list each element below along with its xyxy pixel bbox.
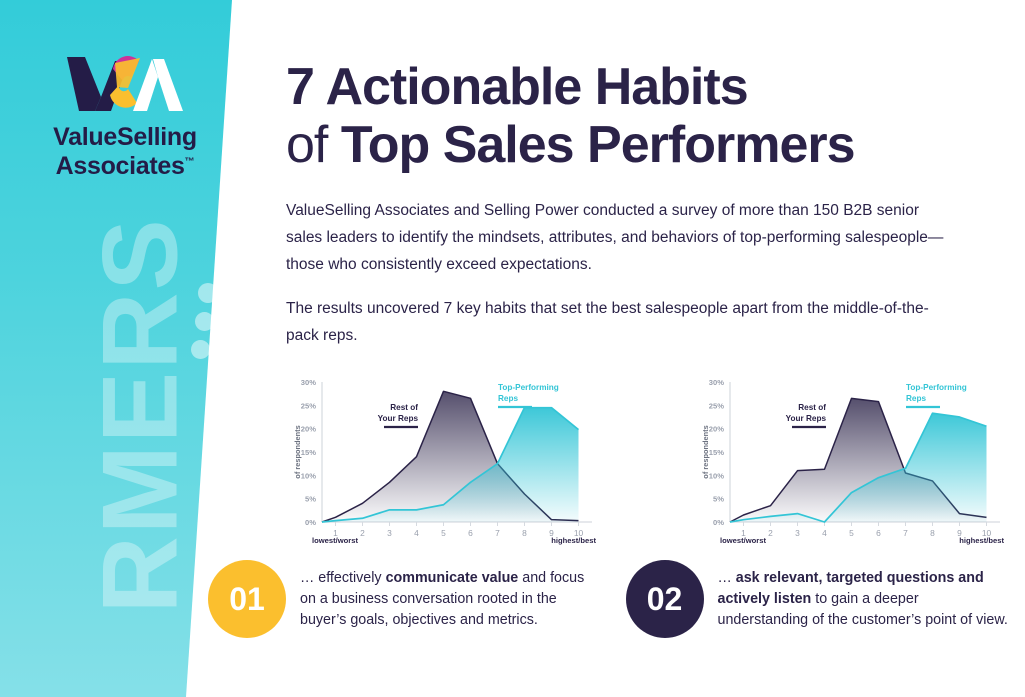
svg-text:25%: 25%: [709, 401, 724, 410]
charts-row: 0% 5% 10% 15% 20% 25% 30% of respondents 1 2 3 4 5 6 7…: [286, 372, 1006, 557]
intro-paragraph-1: ValueSelling Associates and Selling Powe…: [286, 202, 944, 273]
decorative-dot-icon: [195, 312, 214, 331]
svg-text:15%: 15%: [301, 448, 316, 457]
svg-text:30%: 30%: [709, 378, 724, 387]
svg-text:8: 8: [930, 528, 935, 538]
x-axis-low-label: lowest/worst: [720, 536, 766, 545]
svg-text:of respondents: of respondents: [293, 425, 302, 478]
title-of-word: of: [286, 116, 341, 175]
caption-suffix: to gain a deeper understanding of the cu…: [717, 590, 1008, 628]
svg-text:Rest of: Rest of: [798, 403, 826, 412]
svg-text:Top-Performing: Top-Performing: [906, 383, 967, 392]
title-bold-part: Top Sales Performers: [340, 116, 856, 175]
chart-svg-1: 0% 5% 10% 15% 20% 25% 30% of respondents 1 2 3 4 5 6 7…: [293, 378, 592, 538]
title-line-2: of Top Sales Performers: [286, 116, 1006, 174]
caption-highlight: ask relevant, targeted questions and act…: [717, 570, 984, 607]
svg-text:9: 9: [957, 528, 962, 538]
caption-prefix: … effectively: [300, 570, 386, 586]
svg-text:of respondents: of respondents: [701, 425, 710, 478]
caption-item-01: 01 … effectively communicate value and f…: [208, 560, 591, 638]
svg-text:3: 3: [795, 528, 800, 538]
logo-wordmark-line1: ValueSelling: [53, 123, 197, 151]
svg-text:5: 5: [441, 528, 446, 538]
captions-row: 01 … effectively communicate value and f…: [208, 560, 1008, 638]
svg-text:4: 4: [414, 528, 419, 538]
svg-text:2: 2: [360, 528, 365, 538]
svg-text:Reps: Reps: [906, 394, 926, 403]
svg-text:15%: 15%: [709, 448, 724, 457]
svg-text:7: 7: [495, 528, 500, 538]
left-decorative-panel: RMERS: [0, 0, 250, 697]
svg-text:5%: 5%: [305, 495, 316, 504]
svg-text:4: 4: [822, 528, 827, 538]
x-axis-high-label: highest/best: [551, 536, 596, 545]
svg-text:Your Reps: Your Reps: [378, 414, 419, 423]
svg-text:Top-Performing: Top-Performing: [498, 383, 559, 392]
svg-text:10: 10: [982, 528, 992, 538]
svg-text:10: 10: [574, 528, 584, 538]
svg-text:7: 7: [903, 528, 908, 538]
svg-text:Reps: Reps: [498, 394, 518, 403]
decorative-dot-icon: [198, 283, 218, 303]
caption-item-02: 02 … ask relevant, targeted questions an…: [625, 560, 1009, 638]
svg-text:5%: 5%: [713, 495, 724, 504]
caption-number-badge: 02: [625, 560, 704, 638]
brand-logo: ValueSelling Associates™: [30, 55, 220, 180]
chart-svg-2: 0% 5% 10% 15% 20% 25% 30% of respondents 1 2 3 4 5 6 7…: [701, 378, 1000, 538]
chart-habit-01: 0% 5% 10% 15% 20% 25% 30% of respondents 1 2 3 4 5 6 7…: [286, 372, 598, 557]
decorative-dot-icon: [191, 340, 210, 359]
svg-text:Your Reps: Your Reps: [786, 414, 827, 423]
svg-text:0%: 0%: [305, 518, 316, 527]
teal-gradient-shape: [0, 0, 232, 697]
logo-wordmark-line2: Associates™: [55, 151, 195, 180]
svg-text:6: 6: [876, 528, 881, 538]
svg-text:2: 2: [768, 528, 773, 538]
svg-text:1: 1: [741, 528, 746, 538]
svg-text:3: 3: [387, 528, 392, 538]
intro-copy: ValueSelling Associates and Selling Powe…: [286, 198, 946, 349]
svg-text:9: 9: [549, 528, 554, 538]
main-content: 7 Actionable Habits of Top Sales Perform…: [208, 0, 1008, 697]
caption-prefix: …: [717, 570, 736, 586]
title-line-1: 7 Actionable Habits: [286, 58, 749, 116]
svg-text:20%: 20%: [709, 425, 724, 434]
trademark-symbol: ™: [184, 156, 195, 168]
caption-text-01: … effectively communicate value and focu…: [300, 560, 591, 638]
svg-text:1: 1: [333, 528, 338, 538]
logo-wordmark: ValueSelling Associates™: [30, 123, 220, 180]
svg-text:10%: 10%: [709, 471, 724, 480]
caption-suffix: and focus on a business conversation roo…: [300, 570, 585, 628]
svg-text:30%: 30%: [301, 378, 316, 387]
svg-text:8: 8: [522, 528, 527, 538]
x-axis-low-label: lowest/worst: [312, 536, 358, 545]
svg-text:10%: 10%: [301, 471, 316, 480]
caption-highlight: communicate value: [385, 570, 519, 586]
x-axis-high-label: highest/best: [959, 536, 1004, 545]
svg-text:5: 5: [849, 528, 854, 538]
chart-habit-02: 0% 5% 10% 15% 20% 25% 30% of respondents 1 2 3 4 5 6 7…: [694, 372, 1006, 557]
svg-text:0%: 0%: [713, 518, 724, 527]
svg-text:6: 6: [468, 528, 473, 538]
svg-text:Rest of: Rest of: [390, 403, 418, 412]
vsa-monogram-icon: [67, 56, 183, 111]
caption-number-badge: 01: [208, 560, 286, 638]
caption-text-02: … ask relevant, targeted questions and a…: [718, 560, 1009, 638]
page-title: 7 Actionable Habits of Top Sales Perform…: [286, 58, 1006, 174]
intro-paragraph-2: The results uncovered 7 key habits that …: [286, 300, 929, 345]
svg-text:20%: 20%: [301, 425, 316, 434]
svg-text:25%: 25%: [301, 401, 316, 410]
